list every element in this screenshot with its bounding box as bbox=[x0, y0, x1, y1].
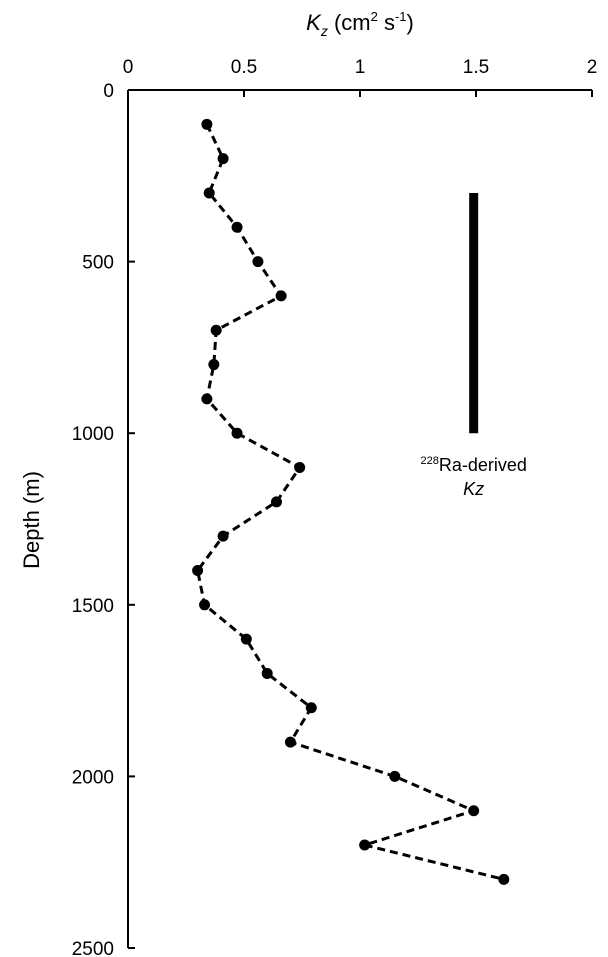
data-point bbox=[203, 187, 215, 199]
data-point bbox=[468, 805, 480, 817]
data-point bbox=[275, 290, 287, 302]
data-point bbox=[498, 873, 510, 885]
data-point bbox=[231, 221, 243, 233]
ra-derived-label: 228Ra-derived bbox=[420, 455, 526, 475]
data-point bbox=[252, 256, 264, 268]
data-point bbox=[305, 702, 317, 714]
y-tick-label: 1500 bbox=[72, 596, 114, 617]
y-tick-label: 500 bbox=[82, 253, 114, 274]
data-point bbox=[201, 118, 213, 130]
y-tick-label: 2500 bbox=[72, 939, 114, 957]
y-tick-label: 2000 bbox=[72, 767, 114, 788]
data-point bbox=[199, 599, 211, 611]
data-point bbox=[192, 564, 204, 576]
y-axis-title: Depth (m) bbox=[19, 471, 44, 569]
x-tick-label: 0.5 bbox=[231, 57, 257, 78]
data-point bbox=[208, 359, 220, 371]
ra-derived-label-kz: Kz bbox=[463, 479, 484, 499]
x-tick-label: 1 bbox=[355, 57, 366, 78]
data-point bbox=[240, 633, 252, 645]
x-ticks: 0 0.5 1 1.5 2 bbox=[123, 57, 598, 97]
data-point bbox=[201, 393, 213, 405]
x-tick-label: 1.5 bbox=[463, 57, 489, 78]
data-point bbox=[217, 153, 229, 165]
data-point bbox=[294, 462, 306, 474]
data-point bbox=[284, 736, 296, 748]
y-tick-label: 0 bbox=[103, 81, 114, 102]
kz-series-points bbox=[192, 118, 510, 885]
data-point bbox=[217, 530, 229, 542]
data-point bbox=[231, 427, 243, 439]
kz-series-line bbox=[195, 123, 505, 881]
x-axis-title: Kz (cm2 s-1) bbox=[306, 9, 414, 39]
data-point bbox=[210, 324, 222, 336]
y-tick-label: 1000 bbox=[72, 424, 114, 445]
data-point bbox=[359, 839, 371, 851]
x-tick-label: 2 bbox=[587, 57, 598, 78]
data-point bbox=[270, 496, 282, 508]
x-tick-label: 0 bbox=[123, 57, 134, 78]
data-point bbox=[389, 770, 401, 782]
data-point bbox=[261, 667, 273, 679]
y-ticks: 0 500 1000 1500 2000 2500 bbox=[72, 81, 135, 957]
